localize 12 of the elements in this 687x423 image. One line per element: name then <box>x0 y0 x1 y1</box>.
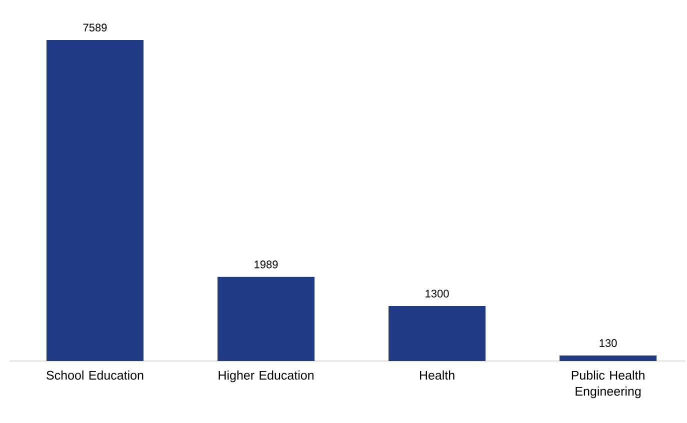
bar <box>388 306 486 361</box>
data-label: 130 <box>600 339 617 347</box>
bar <box>560 356 657 361</box>
bar <box>46 40 144 361</box>
x-tick-label: School Education <box>46 370 144 380</box>
data-label: 1989 <box>254 260 278 268</box>
data-label: 1300 <box>426 290 449 298</box>
bar <box>218 276 315 361</box>
x-tick-label: Higher Education <box>218 370 314 382</box>
x-tick-label: Public Health Engineering <box>572 370 644 398</box>
data-label: 7589 <box>83 24 107 32</box>
x-tick-label: Health <box>420 370 454 380</box>
